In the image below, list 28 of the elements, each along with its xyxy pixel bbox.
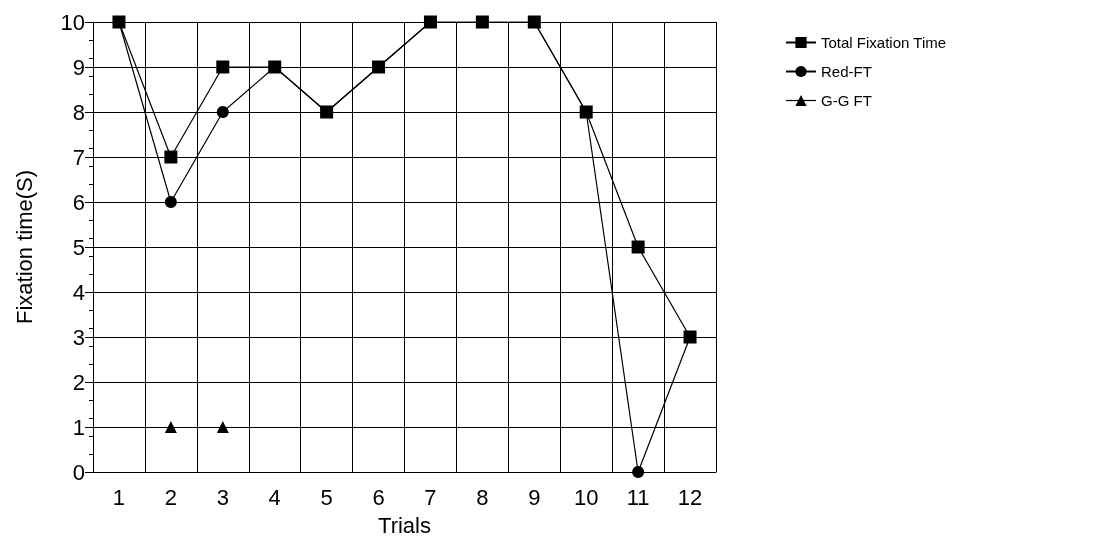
y-tick-label: 4 [72, 279, 85, 305]
x-tick-label: 7 [424, 484, 437, 510]
x-axis-title: Trials [378, 512, 431, 538]
x-tick-label: 4 [268, 484, 281, 510]
y-tick-label: 0 [72, 459, 85, 485]
y-tick-label: 3 [72, 324, 85, 350]
y-tick-label: 6 [72, 189, 85, 215]
x-tick-label: 5 [320, 484, 333, 510]
y-tick-label: 1 [72, 414, 85, 440]
y-tick-label: 5 [72, 234, 85, 260]
legend-label: Total Fixation Time [821, 34, 947, 51]
x-tick-label: 9 [528, 484, 541, 510]
x-tick-label: 2 [164, 484, 177, 510]
x-tick-label: 3 [216, 484, 229, 510]
x-tick-label: 6 [372, 484, 385, 510]
y-axis-title: Fixation time(S) [11, 169, 37, 325]
y-tick-label: 10 [60, 9, 85, 35]
y-tick-label: 2 [72, 369, 85, 395]
legend-label: G-G FT [821, 92, 872, 109]
y-tick-label: 8 [72, 99, 85, 125]
x-tick-label: 8 [476, 484, 489, 510]
x-tick-label: 10 [573, 484, 599, 510]
x-tick-label: 1 [112, 484, 126, 510]
y-tick-label: 7 [72, 144, 85, 170]
x-tick-label: 11 [626, 484, 650, 510]
y-tick-label: 9 [72, 54, 85, 80]
legend-label: Red-FT [821, 63, 872, 80]
x-tick-label: 12 [677, 484, 703, 510]
